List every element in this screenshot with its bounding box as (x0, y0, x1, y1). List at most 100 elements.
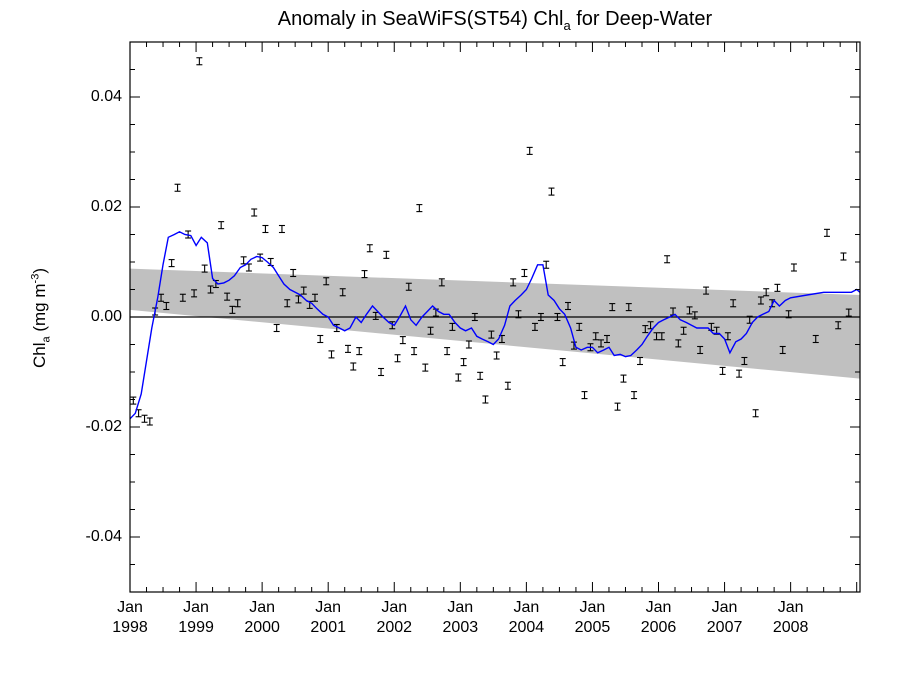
anomaly-point (438, 278, 445, 287)
x-tick-month: Jan (711, 599, 738, 616)
anomaly-point (620, 374, 627, 383)
anomaly-point (218, 221, 225, 230)
anomaly-point (278, 224, 285, 234)
anomaly-point (191, 289, 198, 298)
anomaly-point (163, 301, 170, 311)
anomaly-point (389, 321, 396, 330)
anomaly-point (141, 414, 148, 423)
anomaly-point (477, 371, 484, 380)
anomaly-point (823, 228, 830, 237)
anomaly-point (273, 323, 280, 333)
anomaly-point (493, 351, 500, 360)
anomaly-point (531, 322, 538, 331)
anomaly-point (350, 362, 357, 371)
anomaly-point (752, 409, 759, 418)
y-axis-label: Chla (mg m-3) (29, 267, 53, 369)
anomaly-point (680, 326, 687, 335)
x-tick-year: 2001 (310, 619, 346, 636)
anomaly-point (323, 277, 330, 286)
x-tick-label: Jan 1998 (112, 598, 148, 638)
anomaly-point (763, 288, 770, 297)
anomaly-point (488, 330, 495, 339)
anomaly-point (427, 326, 434, 335)
anomaly-point (262, 224, 269, 234)
smoothed-line (129, 231, 861, 420)
anomaly-point (598, 339, 605, 348)
anomaly-point (201, 264, 208, 273)
anomaly-point (224, 292, 231, 301)
anomaly-point (736, 369, 743, 378)
anomaly-point (251, 208, 258, 217)
anomaly-point (708, 322, 715, 331)
anomaly-point (207, 285, 214, 294)
confidence-band (130, 268, 860, 379)
anomaly-point (399, 336, 406, 345)
anomaly-point (741, 356, 748, 366)
anomaly-point (245, 263, 252, 272)
anomaly-point (779, 345, 786, 355)
anomaly-point (455, 373, 462, 382)
x-tick-month: Jan (249, 599, 276, 616)
anomaly-point (130, 396, 137, 405)
anomaly-point (416, 204, 423, 213)
x-tick-month: Jan (381, 599, 408, 616)
anomaly-point (510, 278, 517, 287)
x-tick-year: 2004 (508, 619, 545, 636)
anomaly-point (290, 268, 297, 278)
anomaly-point (504, 381, 511, 390)
confidence-band-area (130, 268, 860, 379)
anomaly-point (460, 358, 467, 367)
anomaly-point (240, 256, 247, 265)
anomaly-point (664, 255, 671, 264)
anomaly-point (840, 252, 847, 261)
anomaly-point (675, 339, 682, 348)
anomaly-point (724, 332, 731, 341)
anomaly-point (686, 306, 693, 315)
anomaly-point (339, 288, 346, 297)
y-tick-label: 0.04 (90, 88, 122, 105)
anomaly-point (845, 308, 852, 317)
anomaly-point (614, 402, 621, 411)
plot-frame (129, 41, 861, 593)
anomaly-point (697, 345, 704, 355)
chart-title: Anomaly in SeaWiFS(ST54) Chla for Deep-W… (277, 8, 713, 33)
x-tick-month: Jan (777, 599, 804, 616)
x-tick-month: Jan (579, 599, 606, 616)
anomaly-point (465, 340, 472, 349)
anomaly-point (790, 263, 797, 272)
anomaly-point (592, 332, 599, 341)
x-tick-month: Jan (315, 599, 342, 616)
anomaly-point (196, 57, 203, 66)
anomaly-point (835, 321, 842, 330)
x-tick-year: 2006 (640, 619, 677, 636)
anomaly-point (174, 183, 181, 192)
anomaly-point (576, 322, 583, 331)
anomaly-point (565, 301, 571, 311)
anomaly-point (356, 347, 363, 356)
anomaly-point (543, 260, 550, 269)
anomaly-point (537, 312, 544, 322)
anomaly-point (383, 250, 390, 259)
x-tick-year: 2002 (376, 619, 413, 636)
x-tick-month: Jan (513, 599, 540, 616)
anomaly-point (703, 286, 710, 295)
anomaly-point (653, 332, 660, 341)
anomaly-point (785, 310, 792, 319)
anomaly-point (609, 303, 616, 312)
anomaly-point (311, 293, 318, 302)
anomaly-point (658, 332, 665, 341)
anomaly-point (449, 322, 456, 331)
anomaly-point (168, 259, 175, 268)
anomaly-point (603, 334, 610, 344)
anomaly-point (378, 367, 385, 377)
y-tick-label: 0.00 (90, 308, 122, 325)
anomaly-point (631, 391, 638, 400)
anomaly-point (333, 323, 340, 333)
anomaly-point (234, 299, 241, 308)
anomaly-point (361, 270, 368, 279)
x-tick-label: Jan 2002 (376, 598, 412, 638)
x-tick-year: 2008 (772, 619, 809, 636)
anomaly-point (284, 299, 291, 308)
x-tick-year: 2000 (244, 619, 280, 636)
x-tick-label: Jan 2001 (310, 598, 346, 638)
